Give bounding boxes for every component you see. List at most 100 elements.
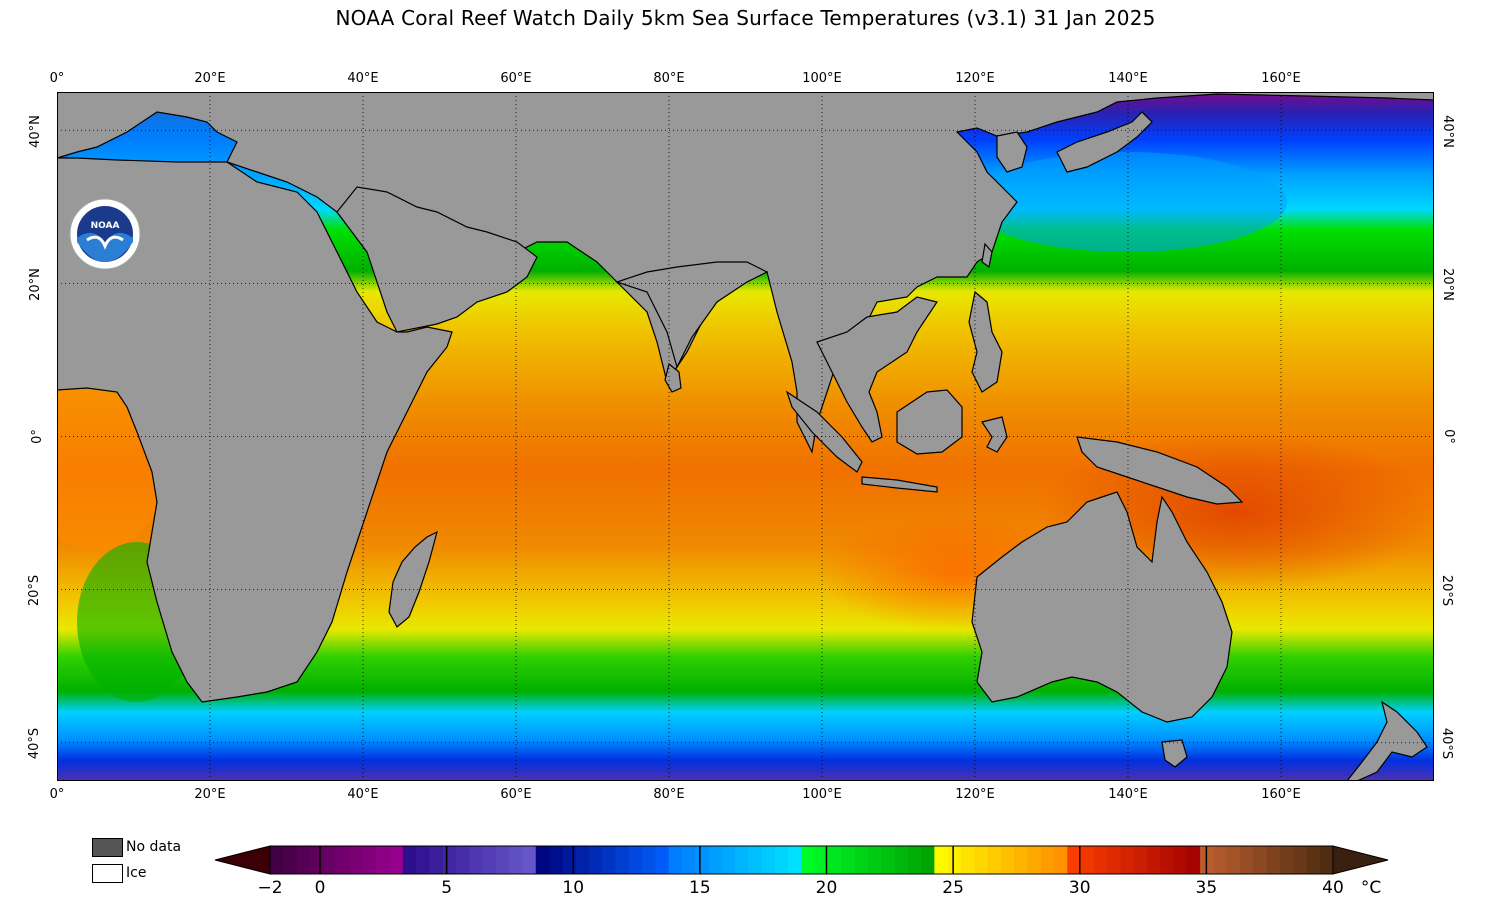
colorbar-cells	[214, 845, 1389, 875]
colorbar-cell	[1173, 846, 1188, 874]
colorbar-cell	[1040, 846, 1055, 874]
no-data-swatch	[92, 838, 123, 857]
colorbar-cell	[668, 846, 683, 874]
colorbar-cell	[854, 846, 869, 874]
land-borneo	[896, 389, 963, 455]
lat-tick-left: 40°N	[27, 115, 43, 148]
no-data-label: No data	[126, 839, 182, 855]
lon-tick-bottom: 0°	[49, 787, 65, 802]
land-tasmania	[1161, 739, 1188, 768]
colorbar-cell	[867, 846, 882, 874]
colorbar-cell	[947, 846, 962, 874]
colorbar-cell	[748, 846, 763, 874]
lon-tick-top: 120°E	[955, 71, 995, 86]
colorbar-cell	[349, 846, 364, 874]
colorbar-cell	[960, 846, 975, 874]
colorbar-cell	[708, 846, 723, 874]
colorbar-cell	[1226, 846, 1241, 874]
colorbar-cell	[695, 846, 710, 874]
colorbar-cell	[814, 846, 829, 874]
colorbar-label: 25	[942, 878, 964, 898]
noaa-logo-text: NOAA	[91, 221, 120, 231]
colorbar-label: 5	[441, 878, 453, 898]
colorbar-cell	[615, 846, 630, 874]
colorbar-cell	[1319, 846, 1334, 874]
colorbar-cell	[1000, 846, 1015, 874]
land-korea	[996, 131, 1028, 173]
colorbar-cell	[1279, 846, 1294, 874]
land-java	[861, 476, 938, 493]
lon-tick-top: 160°E	[1261, 71, 1301, 86]
graticule	[57, 92, 1434, 781]
lat-tick-left: 40°S	[27, 727, 43, 760]
colorbar-cell	[575, 846, 590, 874]
colorbar-label: 10	[562, 878, 585, 898]
lon-tick-bottom: 100°E	[802, 787, 842, 802]
colorbar-cell	[495, 846, 510, 874]
colorbar-label: 40	[1322, 878, 1344, 898]
land-taiwan	[981, 242, 993, 269]
lon-tick-top: 80°E	[653, 71, 685, 86]
colorbar-cell	[482, 846, 497, 874]
colorbar-cell	[1213, 846, 1228, 874]
lat-tick-right: 40°N	[1439, 115, 1455, 148]
colorbar-dividers	[319, 846, 1208, 874]
lon-tick-bottom: 160°E	[1261, 787, 1301, 802]
colorbar-cell	[881, 846, 896, 874]
land	[57, 92, 1434, 781]
lat-tick-left: 20°N	[27, 268, 43, 301]
colorbar-cell	[402, 846, 417, 874]
colorbar-cell	[1014, 846, 1028, 874]
colorbar-cell	[735, 846, 749, 874]
colorbar-cell	[522, 846, 537, 874]
colorbar-cell	[429, 846, 444, 874]
colorbar-cell	[1293, 846, 1308, 874]
colorbar-cell	[642, 846, 656, 874]
colorbar-cell	[1160, 846, 1175, 874]
colorbar-cell	[1080, 846, 1095, 874]
colorbar-cell	[1093, 846, 1108, 874]
noaa-logo: NOAA	[69, 198, 141, 270]
colorbar-cell	[721, 846, 736, 874]
colorbar-cell	[1027, 846, 1042, 874]
colorbar-cell	[1239, 846, 1254, 874]
colorbar-cell	[841, 846, 856, 874]
colorbar-cell	[323, 846, 338, 874]
colorbar-cell	[1186, 846, 1201, 874]
lat-tick-right: 40°S	[1439, 727, 1455, 760]
lon-tick-bottom: 140°E	[1108, 787, 1148, 802]
colorbar-cell	[509, 846, 524, 874]
colorbar-cell	[774, 846, 789, 874]
colorbar-cell	[270, 846, 284, 874]
colorbar-cell	[974, 846, 989, 874]
land-india	[615, 261, 769, 369]
colorbar-unit: °C	[1360, 878, 1382, 898]
land-new-zealand	[1346, 700, 1428, 781]
lon-tick-top: 140°E	[1108, 71, 1148, 86]
colorbar-min-arrow	[214, 845, 271, 875]
colorbar-cell	[921, 846, 935, 874]
colorbar-label: 30	[1068, 878, 1091, 898]
colorbar-outline	[269, 845, 1334, 875]
colorbar-cell	[934, 846, 949, 874]
colorbar-cell	[549, 846, 563, 874]
colorbar-cell	[535, 846, 550, 874]
colorbar-label: 35	[1195, 878, 1218, 898]
land-new-guinea	[1076, 436, 1244, 505]
colorbar-cell	[1067, 846, 1082, 874]
lat-tick-right: 0°	[1440, 429, 1456, 444]
land-madagascar	[388, 530, 438, 628]
sst-map-canvas: NOAA	[57, 92, 1434, 781]
colorbar-cell	[416, 846, 431, 874]
sst-map: NOAA	[57, 92, 1434, 781]
colorbar-cell	[283, 846, 298, 874]
lon-tick-top: 40°E	[347, 71, 379, 86]
lon-tick-bottom: 120°E	[955, 787, 995, 802]
lat-tick-right: 20°N	[1439, 268, 1455, 301]
colorbar-cell	[987, 846, 1002, 874]
colorbar-cell	[1107, 846, 1121, 874]
ice-swatch	[92, 864, 123, 883]
colorbar-cell	[389, 846, 404, 874]
colorbar-label: 20	[815, 878, 838, 898]
colorbar-cell	[336, 846, 351, 874]
